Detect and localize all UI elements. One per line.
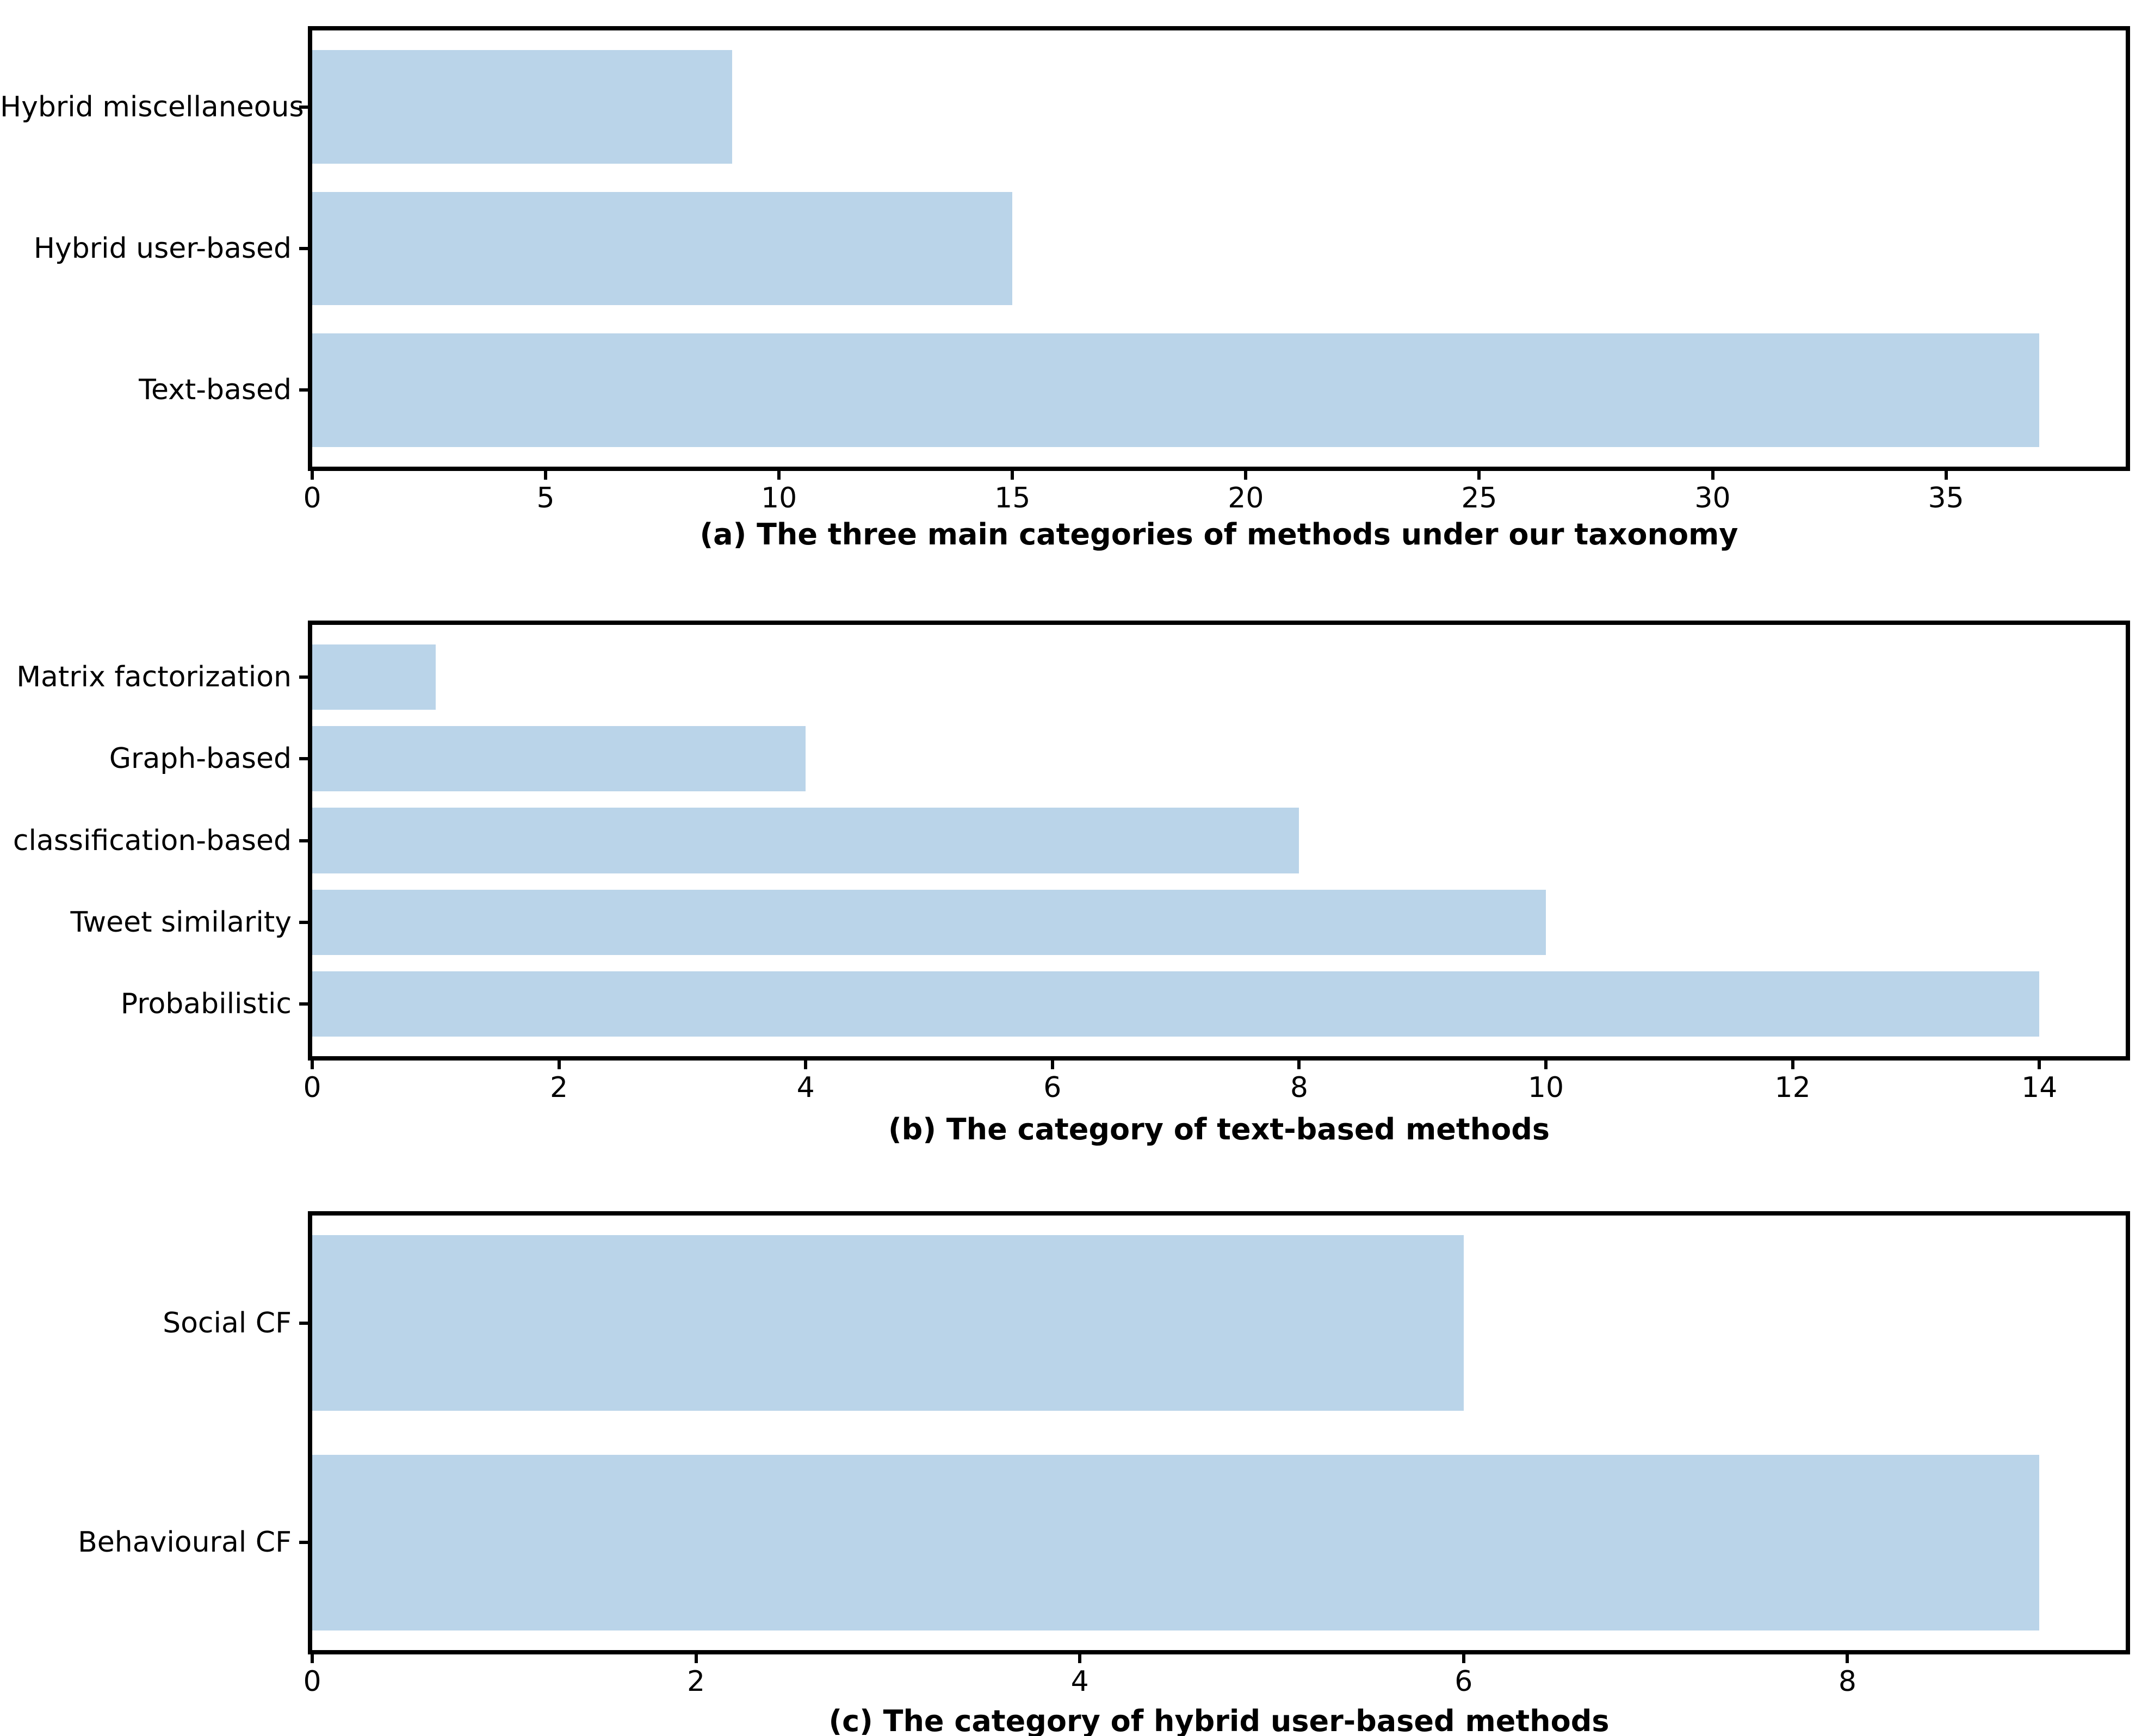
chart-c-plot-area (308, 1211, 2130, 1654)
x-tick-label-2: 2 (550, 1071, 568, 1104)
x-tick-mark (1011, 471, 1014, 480)
x-tick-mark (1050, 1061, 1054, 1069)
chart-c-caption: (c) The category of hybrid user-based me… (828, 1704, 1610, 1736)
x-tick-mark (777, 471, 781, 480)
y-tick-label-classification-based: classification-based (13, 824, 292, 857)
y-tick-label-graph-based: Graph-based (109, 742, 292, 776)
x-tick-mark (544, 471, 548, 480)
x-tick-label-0: 0 (303, 1665, 321, 1698)
x-tick-label-4: 4 (1070, 1665, 1089, 1698)
x-tick-label-0: 0 (303, 482, 321, 514)
chart-b-caption: (b) The category of text-based methods (888, 1112, 1550, 1146)
bar-behavioural-cf (312, 1454, 2040, 1630)
x-tick-label-6: 6 (1043, 1071, 1062, 1104)
x-tick-label-20: 20 (1228, 482, 1264, 514)
x-tick-mark (311, 471, 314, 480)
x-tick-mark (1846, 1654, 1849, 1663)
x-tick-label-30: 30 (1694, 482, 1731, 514)
x-tick-label-10: 10 (761, 482, 797, 514)
x-tick-mark (1462, 1654, 1465, 1663)
y-tick-mark (299, 247, 308, 250)
x-tick-label-10: 10 (1527, 1071, 1564, 1104)
y-tick-mark (299, 920, 308, 924)
x-tick-label-25: 25 (1461, 482, 1497, 514)
x-tick-label-8: 8 (1290, 1071, 1308, 1104)
bar-classification-based (312, 808, 1299, 873)
bar-hybrid-user-based (312, 191, 1013, 306)
x-tick-mark (311, 1654, 314, 1663)
x-tick-label-8: 8 (1838, 1665, 1856, 1698)
y-tick-label-hybrid-miscellaneous: Hybrid miscellaneous (0, 90, 304, 123)
x-tick-mark (1244, 471, 1248, 480)
y-tick-label-matrix-factorization: Matrix factorization (16, 661, 292, 694)
y-tick-mark (299, 388, 308, 392)
y-tick-label-social-cf: Social CF (163, 1306, 292, 1340)
y-tick-mark (299, 757, 308, 761)
bar-matrix-factorization (312, 644, 436, 710)
y-tick-mark (299, 1321, 308, 1325)
x-tick-mark (1078, 1654, 1082, 1663)
x-tick-label-35: 35 (1928, 482, 1964, 514)
y-tick-label-hybrid-user-based: Hybrid user-based (33, 232, 292, 265)
bar-text-based (312, 333, 2040, 447)
bar-probabilistic (312, 971, 2040, 1037)
chart-a-caption: (a) The three main categories of methods… (700, 517, 1738, 551)
y-tick-mark (299, 675, 308, 679)
x-tick-label-0: 0 (303, 1071, 321, 1104)
x-tick-mark (557, 1061, 561, 1069)
y-tick-mark (299, 105, 308, 109)
x-tick-label-6: 6 (1454, 1665, 1473, 1698)
x-tick-mark (1711, 471, 1714, 480)
x-tick-mark (694, 1654, 698, 1663)
x-tick-mark (1791, 1061, 1794, 1069)
y-tick-mark (299, 1002, 308, 1006)
x-tick-label-2: 2 (687, 1665, 705, 1698)
x-tick-mark (1477, 471, 1481, 480)
x-tick-mark (1944, 471, 1948, 480)
y-tick-label-text-based: Text-based (139, 374, 292, 407)
x-tick-label-4: 4 (796, 1071, 815, 1104)
bar-graph-based (312, 726, 806, 792)
x-tick-label-14: 14 (2021, 1071, 2058, 1104)
y-tick-mark (299, 839, 308, 842)
x-tick-mark (1297, 1061, 1301, 1069)
x-tick-label-15: 15 (994, 482, 1031, 514)
x-tick-mark (804, 1061, 808, 1069)
y-tick-mark (299, 1541, 308, 1545)
y-tick-label-tweet-similarity: Tweet similarity (70, 906, 292, 939)
x-tick-mark (2038, 1061, 2041, 1069)
y-tick-label-probabilistic: Probabilistic (120, 987, 292, 1020)
y-tick-label-behavioural-cf: Behavioural CF (78, 1526, 292, 1559)
chart-b-plot-area (308, 621, 2130, 1061)
bar-hybrid-miscellaneous (312, 50, 733, 164)
bar-tweet-similarity (312, 889, 1546, 955)
x-tick-label-12: 12 (1774, 1071, 1811, 1104)
chart-a-plot-area (308, 26, 2130, 471)
x-tick-mark (311, 1061, 314, 1069)
x-tick-mark (1544, 1061, 1548, 1069)
bar-social-cf (312, 1235, 1464, 1411)
x-tick-label-5: 5 (536, 482, 555, 514)
